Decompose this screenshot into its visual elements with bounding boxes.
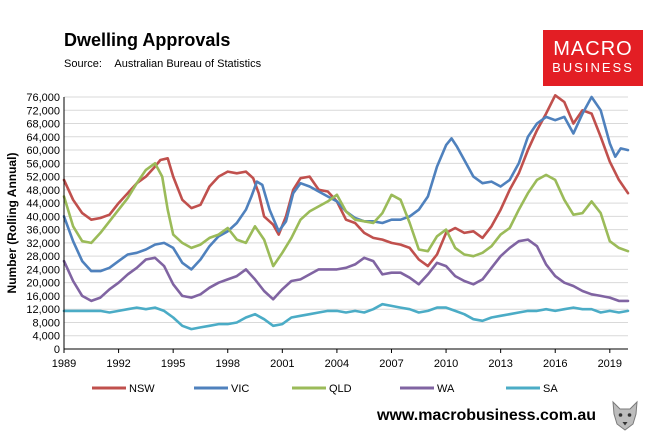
- y-tick-label: 72,000: [26, 105, 60, 117]
- y-tick-label: 36,000: [26, 225, 60, 237]
- legend-label-vic: VIC: [231, 383, 249, 395]
- x-tick-label: 1989: [52, 358, 76, 370]
- legend-label-nsw: NSW: [129, 383, 155, 395]
- macrobusiness-logo: MACRO BUSINESS: [543, 30, 643, 86]
- y-tick-label: 0: [54, 344, 60, 356]
- legend-label-qld: QLD: [329, 383, 352, 395]
- y-tick-label: 8,000: [32, 317, 60, 329]
- y-tick-label: 76,000: [26, 92, 60, 104]
- x-tick-label: 2001: [270, 358, 294, 370]
- wolf-mascot-icon: [608, 398, 642, 432]
- x-tick-label: 2010: [434, 358, 458, 370]
- legend-label-wa: WA: [437, 383, 455, 395]
- y-axis-label: Number (Rolling Annual): [5, 153, 19, 294]
- source-label: Source:: [64, 58, 102, 70]
- y-tick-label: 4,000: [32, 331, 60, 343]
- x-tick-label: 2016: [543, 358, 567, 370]
- y-tick-label: 64,000: [26, 132, 60, 144]
- x-tick-label: 1998: [215, 358, 239, 370]
- source-value: Australian Bureau of Statistics: [114, 58, 262, 70]
- website-url: www.macrobusiness.com.au: [377, 407, 597, 424]
- y-tick-label: 68,000: [26, 119, 60, 131]
- logo-line-1: MACRO: [553, 38, 633, 60]
- legend-label-sa: SA: [543, 383, 558, 395]
- y-tick-label: 20,000: [26, 278, 60, 290]
- y-tick-label: 32,000: [26, 238, 60, 250]
- source-line: Source: Australian Bureau of Statistics: [64, 58, 261, 70]
- chart-title: Dwelling Approvals: [64, 30, 231, 50]
- series-lines: [62, 94, 630, 331]
- y-tick-label: 12,000: [26, 304, 60, 316]
- x-tick-label: 2013: [488, 358, 512, 370]
- x-tick-label: 2019: [598, 358, 622, 370]
- y-tick-label: 24,000: [26, 264, 60, 276]
- y-tick-label: 44,000: [26, 198, 60, 210]
- logo-line-2: BUSINESS: [552, 60, 634, 75]
- y-gridlines: [64, 96, 628, 337]
- y-tick-label: 52,000: [26, 172, 60, 184]
- y-tick-label: 16,000: [26, 291, 60, 303]
- y-tick-label: 28,000: [26, 251, 60, 263]
- legend: NSW VIC QLD WA SA: [92, 383, 558, 395]
- y-tick-label: 48,000: [26, 185, 60, 197]
- y-tick-label: 60,000: [26, 145, 60, 157]
- series-line-nsw: [62, 94, 630, 268]
- series-line-wa: [62, 238, 630, 303]
- x-tick-label: 2004: [325, 358, 349, 370]
- axes: [63, 97, 628, 353]
- series-line-qld: [62, 162, 630, 268]
- y-tick-label: 56,000: [26, 158, 60, 170]
- x-axis-tick-labels: 1989 1992 1995 1998 2001 2004 2007 2010 2013 2016…: [52, 358, 622, 370]
- series-line-sa: [62, 302, 630, 331]
- x-tick-label: 1992: [106, 358, 130, 370]
- x-tick-label: 1995: [161, 358, 185, 370]
- y-tick-label: 40,000: [26, 211, 60, 223]
- x-tick-label: 2007: [379, 358, 403, 370]
